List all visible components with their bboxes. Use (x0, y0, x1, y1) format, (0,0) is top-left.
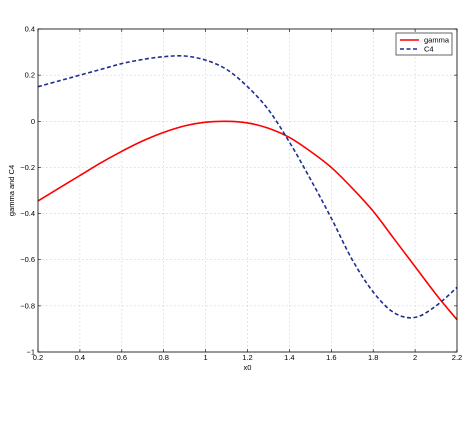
ticks: 0.2 0.4 0.6 0.8 1 1.2 1.4 1.6 1.8 2 2.2 −1 −0.8 −0.6 −… (20, 25, 462, 363)
legend-label-c4: C4 (424, 45, 434, 54)
series-layer (37, 54, 458, 321)
y-tick-label: −1 (26, 348, 35, 357)
x-tick-label: 0.2 (33, 353, 43, 362)
x-tick-label: 1.2 (242, 353, 252, 362)
y-tick-label: −0.2 (20, 163, 35, 172)
y-tick-label: −0.6 (20, 255, 35, 264)
x-tick-label: 2 (413, 353, 417, 362)
legend: gamma C4 (395, 32, 453, 56)
x-tick-label: 2.2 (452, 353, 462, 362)
x-tick-label: 0.6 (117, 353, 127, 362)
legend-label-gamma: gamma (424, 36, 450, 45)
x-tick-label: 1.6 (326, 353, 336, 362)
x-tick-label: 1.4 (284, 353, 294, 362)
y-tick-label: −0.4 (20, 209, 35, 218)
x-tick-label: 0.8 (158, 353, 168, 362)
y-axis-label: gamma and C4 (7, 165, 16, 216)
x-tick-label: 0.4 (75, 353, 85, 362)
x-tick-label: 1.8 (368, 353, 378, 362)
y-tick-label: 0.2 (25, 71, 35, 80)
x-axis-label: x0 (244, 363, 252, 372)
y-tick-label: 0 (31, 117, 35, 126)
x-tick-label: 1 (204, 353, 208, 362)
y-tick-label: −0.8 (20, 301, 35, 310)
series-line-c4 (37, 54, 458, 319)
series-line-gamma (37, 120, 458, 321)
y-tick-label: 0.4 (25, 25, 35, 34)
